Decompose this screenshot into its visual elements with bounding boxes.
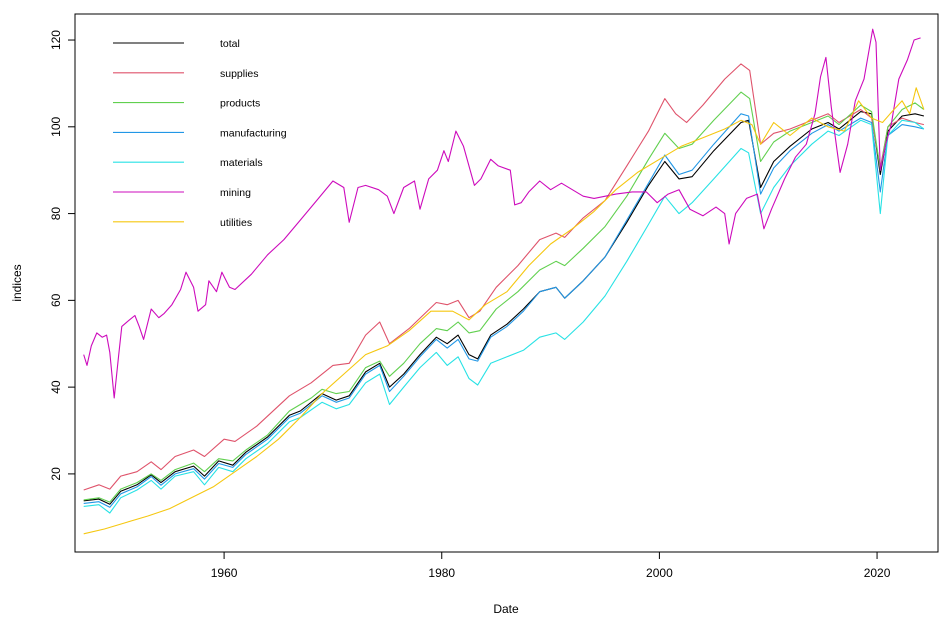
legend-label-materials: materials: [220, 157, 263, 169]
y-tick-label: 100: [49, 116, 63, 136]
legend-label-total: total: [220, 38, 240, 50]
x-tick-label: 1960: [211, 566, 238, 580]
series-line-materials: [84, 120, 924, 513]
x-tick-label: 1980: [428, 566, 455, 580]
x-axis: 1960 1980 2000 2020: [211, 552, 891, 580]
legend-label-manufacturing: manufacturing: [220, 127, 287, 139]
x-axis-title: Date: [493, 602, 519, 616]
series-lines: [84, 29, 924, 534]
legend-label-utilities: utilities: [220, 217, 252, 229]
x-tick-label: 2020: [864, 566, 891, 580]
legend: total supplies products manufacturing materi…: [113, 38, 287, 229]
y-axis: 20 40 60 80 100 120: [49, 30, 75, 481]
series-line-total: [84, 112, 924, 505]
legend-label-supplies: supplies: [220, 68, 259, 80]
x-tick-label: 2000: [646, 566, 673, 580]
y-tick-label: 40: [49, 380, 63, 394]
legend-label-products: products: [220, 98, 260, 110]
series-line-manufacturing: [84, 114, 924, 508]
y-tick-label: 120: [49, 30, 63, 50]
y-axis-title: indices: [10, 264, 24, 301]
series-line-mining: [84, 29, 921, 398]
y-tick-label: 80: [49, 207, 63, 221]
y-tick-label: 60: [49, 293, 63, 307]
legend-label-mining: mining: [220, 187, 251, 199]
y-tick-label: 20: [49, 467, 63, 481]
